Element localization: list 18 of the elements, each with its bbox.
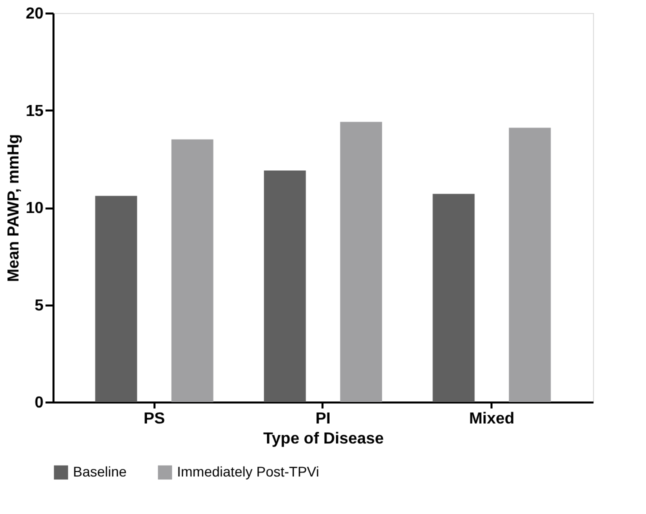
y-tick-label: 0 (34, 394, 44, 412)
bar (264, 170, 306, 402)
bar (340, 122, 382, 402)
y-tick-label: 20 (26, 6, 44, 22)
y-axis-title: Mean PAWP, mmHg (6, 134, 23, 282)
legend-label: Baseline (73, 463, 127, 480)
bar (508, 128, 551, 402)
bar (95, 196, 138, 402)
y-tick-label: 15 (26, 102, 44, 120)
legend-label: Immediately Post-TPVi (177, 463, 320, 480)
x-tick-label: PI (315, 410, 331, 428)
y-tick-label: 5 (34, 297, 44, 314)
bar (432, 194, 475, 402)
y-tick-label: 10 (26, 200, 44, 217)
bar (171, 139, 214, 402)
x-axis-title: Type of Disease (263, 430, 384, 448)
x-tick-label: PS (144, 410, 166, 428)
x-tick-label: Mixed (469, 410, 514, 428)
